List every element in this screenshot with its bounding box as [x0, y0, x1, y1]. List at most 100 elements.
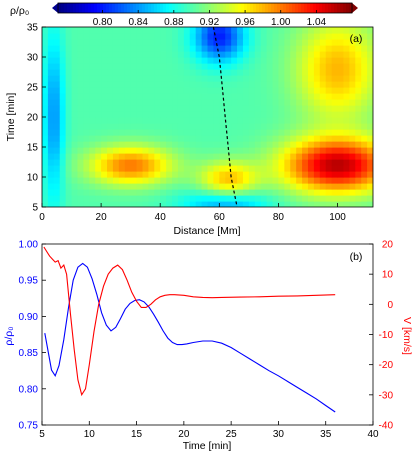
heatmap-cell: [242, 99, 250, 106]
heatmap-cell: [142, 177, 149, 184]
heatmap-cell: [349, 111, 356, 118]
heatmap-cell: [361, 159, 368, 166]
heatmap-cell: [183, 183, 191, 190]
heatmap-cell: [95, 165, 102, 172]
colorbar-cell: [292, 3, 296, 13]
heatmap-cell: [160, 69, 167, 76]
heatmap-cell: [242, 177, 250, 184]
heatmap-cell: [337, 57, 345, 64]
heatmap-cell: [337, 87, 345, 94]
heatmap-cell: [266, 57, 274, 64]
heatmap-cell: [101, 147, 108, 154]
heatmap-cell: [195, 165, 203, 172]
heatmap-cell: [53, 99, 61, 106]
heatmap-cell: [284, 141, 291, 148]
heatmap-cell: [65, 153, 73, 160]
heatmap-cell: [254, 45, 262, 52]
heatmap-cell: [112, 51, 120, 58]
heatmap-cell: [361, 189, 368, 196]
heatmap-cell: [42, 123, 49, 130]
heatmap-cell: [136, 135, 144, 142]
colorbar-cell: [160, 3, 164, 13]
colorbar-cell: [247, 3, 251, 13]
heatmap-cell: [177, 45, 185, 52]
heatmap-cell: [367, 123, 373, 130]
heatmap-cell: [290, 141, 297, 148]
heatmap-cell: [47, 111, 55, 118]
heatmap-cell: [101, 159, 108, 166]
heatmap-cell: [160, 93, 167, 100]
heatmap-cell: [189, 57, 197, 64]
heatmap-cell: [142, 63, 149, 70]
heatmap-cell: [112, 123, 120, 130]
heatmap-cell: [290, 27, 297, 34]
heatmap-cell: [272, 135, 280, 142]
heatmap-cell: [337, 165, 345, 172]
panel-b-label: (b): [350, 251, 363, 263]
heatmap-cell: [42, 177, 49, 184]
heatmap-cell: [266, 171, 274, 178]
colorbar-cell: [82, 3, 86, 13]
heatmap-cell: [83, 195, 90, 202]
heatmap-cell: [47, 177, 55, 184]
heatmap-cell: [136, 201, 144, 207]
heatmap-cell: [118, 57, 126, 64]
heatmap-cell: [302, 201, 309, 207]
heatmap-cell: [101, 177, 108, 184]
heatmap-cell: [77, 105, 84, 112]
heatmap-cell: [361, 27, 368, 34]
heatmap-cell: [313, 105, 321, 112]
heatmap-cell: [325, 87, 333, 94]
heatmap-cell: [367, 87, 373, 94]
heatmap-cell: [355, 69, 362, 76]
heatmap-cell: [278, 87, 285, 94]
heatmap-cell: [307, 93, 315, 100]
heatmap-cell: [296, 51, 303, 58]
heatmap-cell: [219, 87, 226, 94]
heatmap-cell: [313, 165, 321, 172]
heatmap-cell: [166, 117, 173, 124]
heatmap-cell: [177, 33, 185, 40]
heatmap-cell: [130, 81, 138, 88]
heatmap-cell: [319, 165, 327, 172]
heatmap-cell: [343, 135, 350, 142]
heatmap-cell: [53, 183, 61, 190]
heatmap-cell: [53, 135, 61, 142]
heatmap-cell: [112, 153, 120, 160]
heatmap-cell: [343, 87, 350, 94]
heatmap-cell: [95, 201, 102, 207]
heatmap-cell: [195, 195, 203, 202]
heatmap-cell: [325, 63, 333, 70]
heatmap-cell: [71, 201, 79, 207]
heatmap-cell: [53, 153, 61, 160]
heatmap-cell: [201, 177, 209, 184]
heatmap-cell: [107, 141, 114, 148]
heatmap-cell: [65, 69, 73, 76]
heatmap-cell: [325, 153, 333, 160]
colorbar-cell: [202, 3, 206, 13]
heatmap-cell: [343, 153, 350, 160]
heatmap-cell: [201, 75, 209, 82]
colorbar-cell: [271, 3, 275, 13]
heatmap-cell: [331, 159, 339, 166]
heatmap-cell: [95, 171, 102, 178]
heatmap-cell: [260, 153, 268, 160]
heatmap-cell: [95, 93, 102, 100]
heatmap-cell: [349, 105, 356, 112]
heatmap-cell: [367, 189, 373, 196]
heatmap-cell: [95, 51, 102, 58]
panel-b-left-tick-label: 1.00: [19, 240, 39, 251]
heatmap-cell: [89, 87, 96, 94]
heatmap-cell: [325, 141, 333, 148]
heatmap-cell: [313, 75, 321, 82]
heatmap-cell: [355, 189, 362, 196]
heatmap-cell: [219, 159, 226, 166]
heatmap-cell: [367, 153, 373, 160]
heatmap-cell: [154, 141, 161, 148]
heatmap-cell: [112, 81, 120, 88]
heatmap-cell: [242, 195, 250, 202]
heatmap-cell: [189, 69, 197, 76]
heatmap-cell: [302, 183, 309, 190]
heatmap-cell: [53, 69, 61, 76]
heatmap-cell: [53, 63, 61, 70]
